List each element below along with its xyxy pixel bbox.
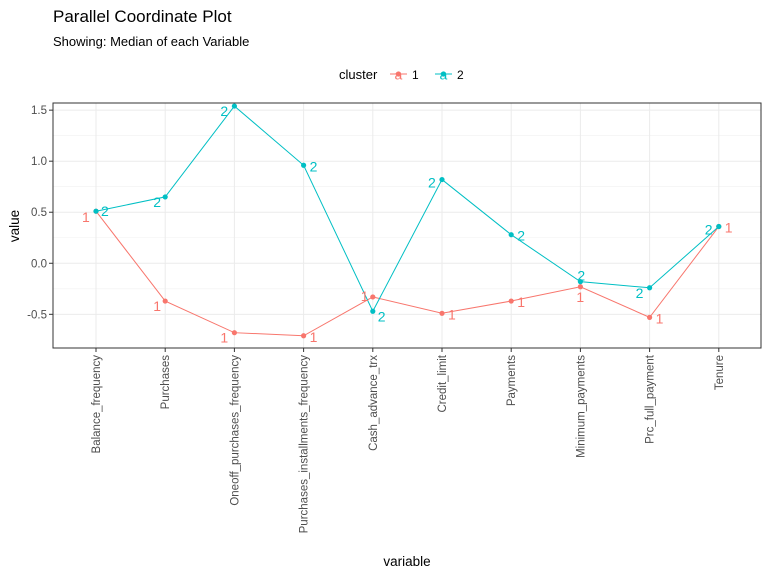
data-point-1 (439, 310, 445, 316)
data-point-1 (162, 298, 168, 304)
chart-subtitle: Showing: Median of each Variable (53, 34, 249, 49)
x-axis-title: variable (383, 554, 430, 569)
legend-key-point (395, 71, 402, 77)
point-label-2: 2 (101, 203, 109, 219)
data-point-2 (716, 223, 722, 230)
data-point-2 (301, 162, 307, 168)
point-label-2: 2 (153, 194, 161, 210)
point-label-2: 2 (310, 158, 318, 174)
point-label-1: 1 (656, 310, 664, 326)
legend-key-point (440, 71, 447, 77)
data-point-2 (231, 103, 237, 109)
point-label-2: 2 (517, 228, 525, 244)
data-point-2 (370, 308, 376, 314)
point-label-1: 1 (310, 329, 318, 345)
data-point-1 (577, 284, 584, 290)
point-label-2: 2 (577, 268, 585, 284)
point-label-1: 1 (361, 288, 369, 304)
point-label-2: 2 (636, 285, 644, 301)
x-tick-label: Cash_advance_trx (368, 355, 380, 451)
data-point-2 (577, 279, 584, 285)
point-label-1: 1 (220, 330, 228, 346)
data-point-1 (370, 294, 376, 300)
point-label-1: 1 (153, 298, 161, 314)
point-label-1: 1 (82, 209, 90, 225)
x-tick-label: Purchases (160, 355, 172, 410)
legend-title: cluster (339, 67, 378, 82)
chart-title: Parallel Coordinate Plot (53, 7, 232, 26)
legend-key-glyph: a (395, 67, 403, 83)
x-tick-label: Tenure (714, 355, 726, 390)
y-axis-title: value (7, 210, 22, 242)
x-tick-label: Payments (506, 355, 518, 406)
legend-key-glyph: a (440, 67, 448, 83)
data-point-2 (439, 176, 445, 183)
y-tick-label: 0.5 (31, 207, 47, 219)
data-point-1 (301, 333, 307, 339)
x-tick-label: Purchases_installments_frequency (299, 355, 311, 534)
y-tick-label: 1.0 (31, 156, 47, 168)
data-point-2 (647, 285, 653, 291)
data-point-1 (231, 330, 237, 336)
data-point-1 (508, 298, 514, 304)
x-tick-label: Prc_full_payment (645, 354, 657, 444)
point-label-2: 2 (428, 175, 436, 191)
point-label-2: 2 (705, 222, 713, 238)
series-line-2 (95, 105, 720, 313)
y-tick-label: -0.5 (27, 309, 47, 321)
data-point-1 (647, 314, 653, 320)
y-tick-label: 0.0 (31, 258, 47, 270)
point-label-2: 2 (378, 308, 386, 324)
point-label-2: 2 (220, 103, 228, 119)
data-point-2 (162, 194, 168, 200)
legend-label: 2 (457, 68, 464, 82)
x-tick-label: Credit_limit (437, 354, 449, 412)
point-label-1: 1 (725, 220, 733, 236)
x-tick-label: Minimum_payments (575, 355, 587, 458)
point-label-1: 1 (576, 289, 584, 305)
series-line-1 (95, 210, 720, 337)
data-point-2 (93, 208, 99, 214)
point-label-1: 1 (517, 294, 525, 310)
point-label-1: 1 (448, 306, 456, 322)
y-tick-label: 1.5 (31, 105, 47, 117)
x-tick-label: Oneoff_purchases_frequency (229, 355, 241, 506)
data-point-2 (508, 232, 514, 238)
plot-panel (53, 103, 761, 348)
legend-label: 1 (412, 68, 419, 82)
x-tick-label: Balance_frequency (91, 355, 103, 454)
plot-border (52, 102, 762, 349)
